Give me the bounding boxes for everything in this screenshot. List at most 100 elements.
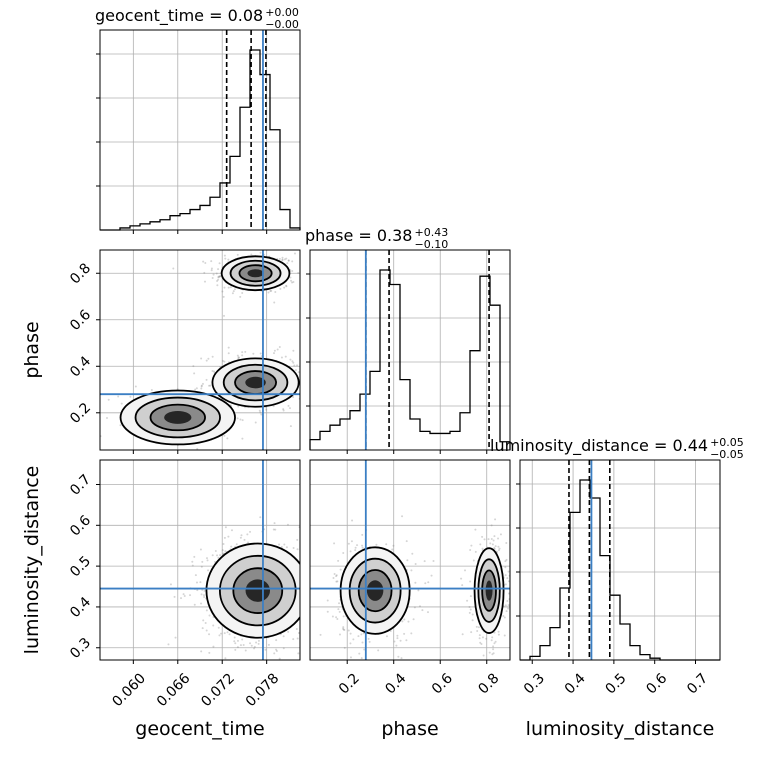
sample-point (285, 257, 288, 260)
contour-line (357, 569, 393, 613)
sample-point (195, 581, 198, 584)
sample-point (288, 407, 291, 410)
sample-point (260, 413, 263, 416)
sample-point (247, 541, 250, 544)
sample-point (282, 635, 285, 638)
sample-point (223, 286, 226, 289)
sample-point (285, 546, 288, 549)
sample-point (485, 637, 488, 640)
sample-point (367, 637, 370, 640)
sample-point (304, 379, 306, 381)
sample-point (239, 536, 242, 539)
sample-point (278, 543, 281, 546)
sample-point (321, 581, 323, 583)
sample-point (330, 384, 332, 386)
sample-point (191, 564, 194, 567)
sample-point (507, 580, 510, 583)
sample-point (351, 519, 354, 522)
sample-point (280, 356, 283, 359)
sample-point (363, 648, 366, 651)
sample-point (493, 546, 496, 549)
sample-point (211, 276, 214, 279)
sample-point (273, 248, 275, 250)
sample-point (241, 354, 244, 357)
title-minus-error: −0.10 (414, 238, 448, 251)
sample-point (282, 409, 285, 412)
sample-point (491, 543, 494, 546)
x-tick-label: 0.072 (198, 670, 238, 710)
sample-point (203, 589, 206, 592)
sample-point (432, 559, 435, 562)
contour-line (222, 363, 289, 402)
hist-panel-geocent_time: geocent_time = 0.08 +0.00−0.00 (95, 6, 301, 231)
sample-point (274, 291, 277, 294)
sample-point (281, 258, 284, 261)
sample-point (202, 594, 205, 597)
sample-point (105, 416, 108, 419)
sample-point (278, 345, 281, 348)
sample-point (219, 275, 222, 278)
sample-point (237, 356, 240, 359)
sample-point (292, 349, 295, 352)
sample-point (468, 611, 471, 614)
sample-point (273, 349, 276, 352)
sample-point (361, 544, 364, 547)
sample-point (305, 391, 307, 393)
sample-point (475, 625, 478, 628)
sample-point (362, 632, 365, 635)
sample-point (232, 290, 235, 293)
sample-point (492, 652, 495, 655)
sample-point (174, 636, 177, 639)
x-tick-label: 0.5 (603, 670, 630, 697)
sample-point (347, 542, 350, 545)
sample-point (312, 389, 314, 391)
sample-point (223, 536, 226, 539)
sample-point (253, 647, 256, 650)
sample-point (291, 281, 294, 284)
sample-point (239, 418, 242, 421)
sample-point (275, 639, 278, 642)
sample-point (507, 607, 510, 610)
sample-point (283, 258, 286, 261)
sample-point (335, 616, 338, 619)
sample-point (223, 254, 226, 257)
sample-point (219, 275, 222, 278)
sample-point (360, 633, 363, 636)
sample-point (347, 629, 350, 632)
sample-point (211, 462, 213, 464)
sample-point (303, 597, 305, 599)
sample-point (476, 630, 479, 633)
sample-point (192, 365, 195, 368)
sample-point (208, 384, 211, 387)
contour-line (218, 554, 297, 627)
sample-point (216, 280, 219, 283)
sample-point (233, 636, 236, 639)
sample-point (396, 634, 399, 637)
sample-point (464, 569, 467, 572)
sample-point (312, 382, 314, 384)
sample-point (290, 279, 293, 282)
sample-point (292, 396, 295, 399)
sample-point (282, 647, 285, 650)
sample-point (227, 258, 230, 261)
sample-point (296, 538, 299, 541)
sample-point (203, 280, 206, 283)
sample-point (308, 621, 310, 623)
sample-point (194, 574, 197, 577)
y-tick-label: 0.6 (67, 512, 94, 539)
sample-point (328, 590, 330, 592)
sample-point (259, 411, 262, 414)
sample-point (292, 281, 295, 284)
sample-point (302, 612, 304, 614)
sample-point (278, 257, 281, 260)
sample-point (207, 357, 210, 360)
sample-point (230, 529, 233, 532)
sample-point (319, 590, 321, 592)
sample-point (227, 352, 230, 355)
sample-point (236, 417, 239, 420)
sample-point (504, 560, 507, 563)
panel-frame (309, 249, 511, 451)
sample-point (201, 382, 204, 385)
sample-point (503, 634, 506, 637)
sample-point (337, 608, 340, 611)
